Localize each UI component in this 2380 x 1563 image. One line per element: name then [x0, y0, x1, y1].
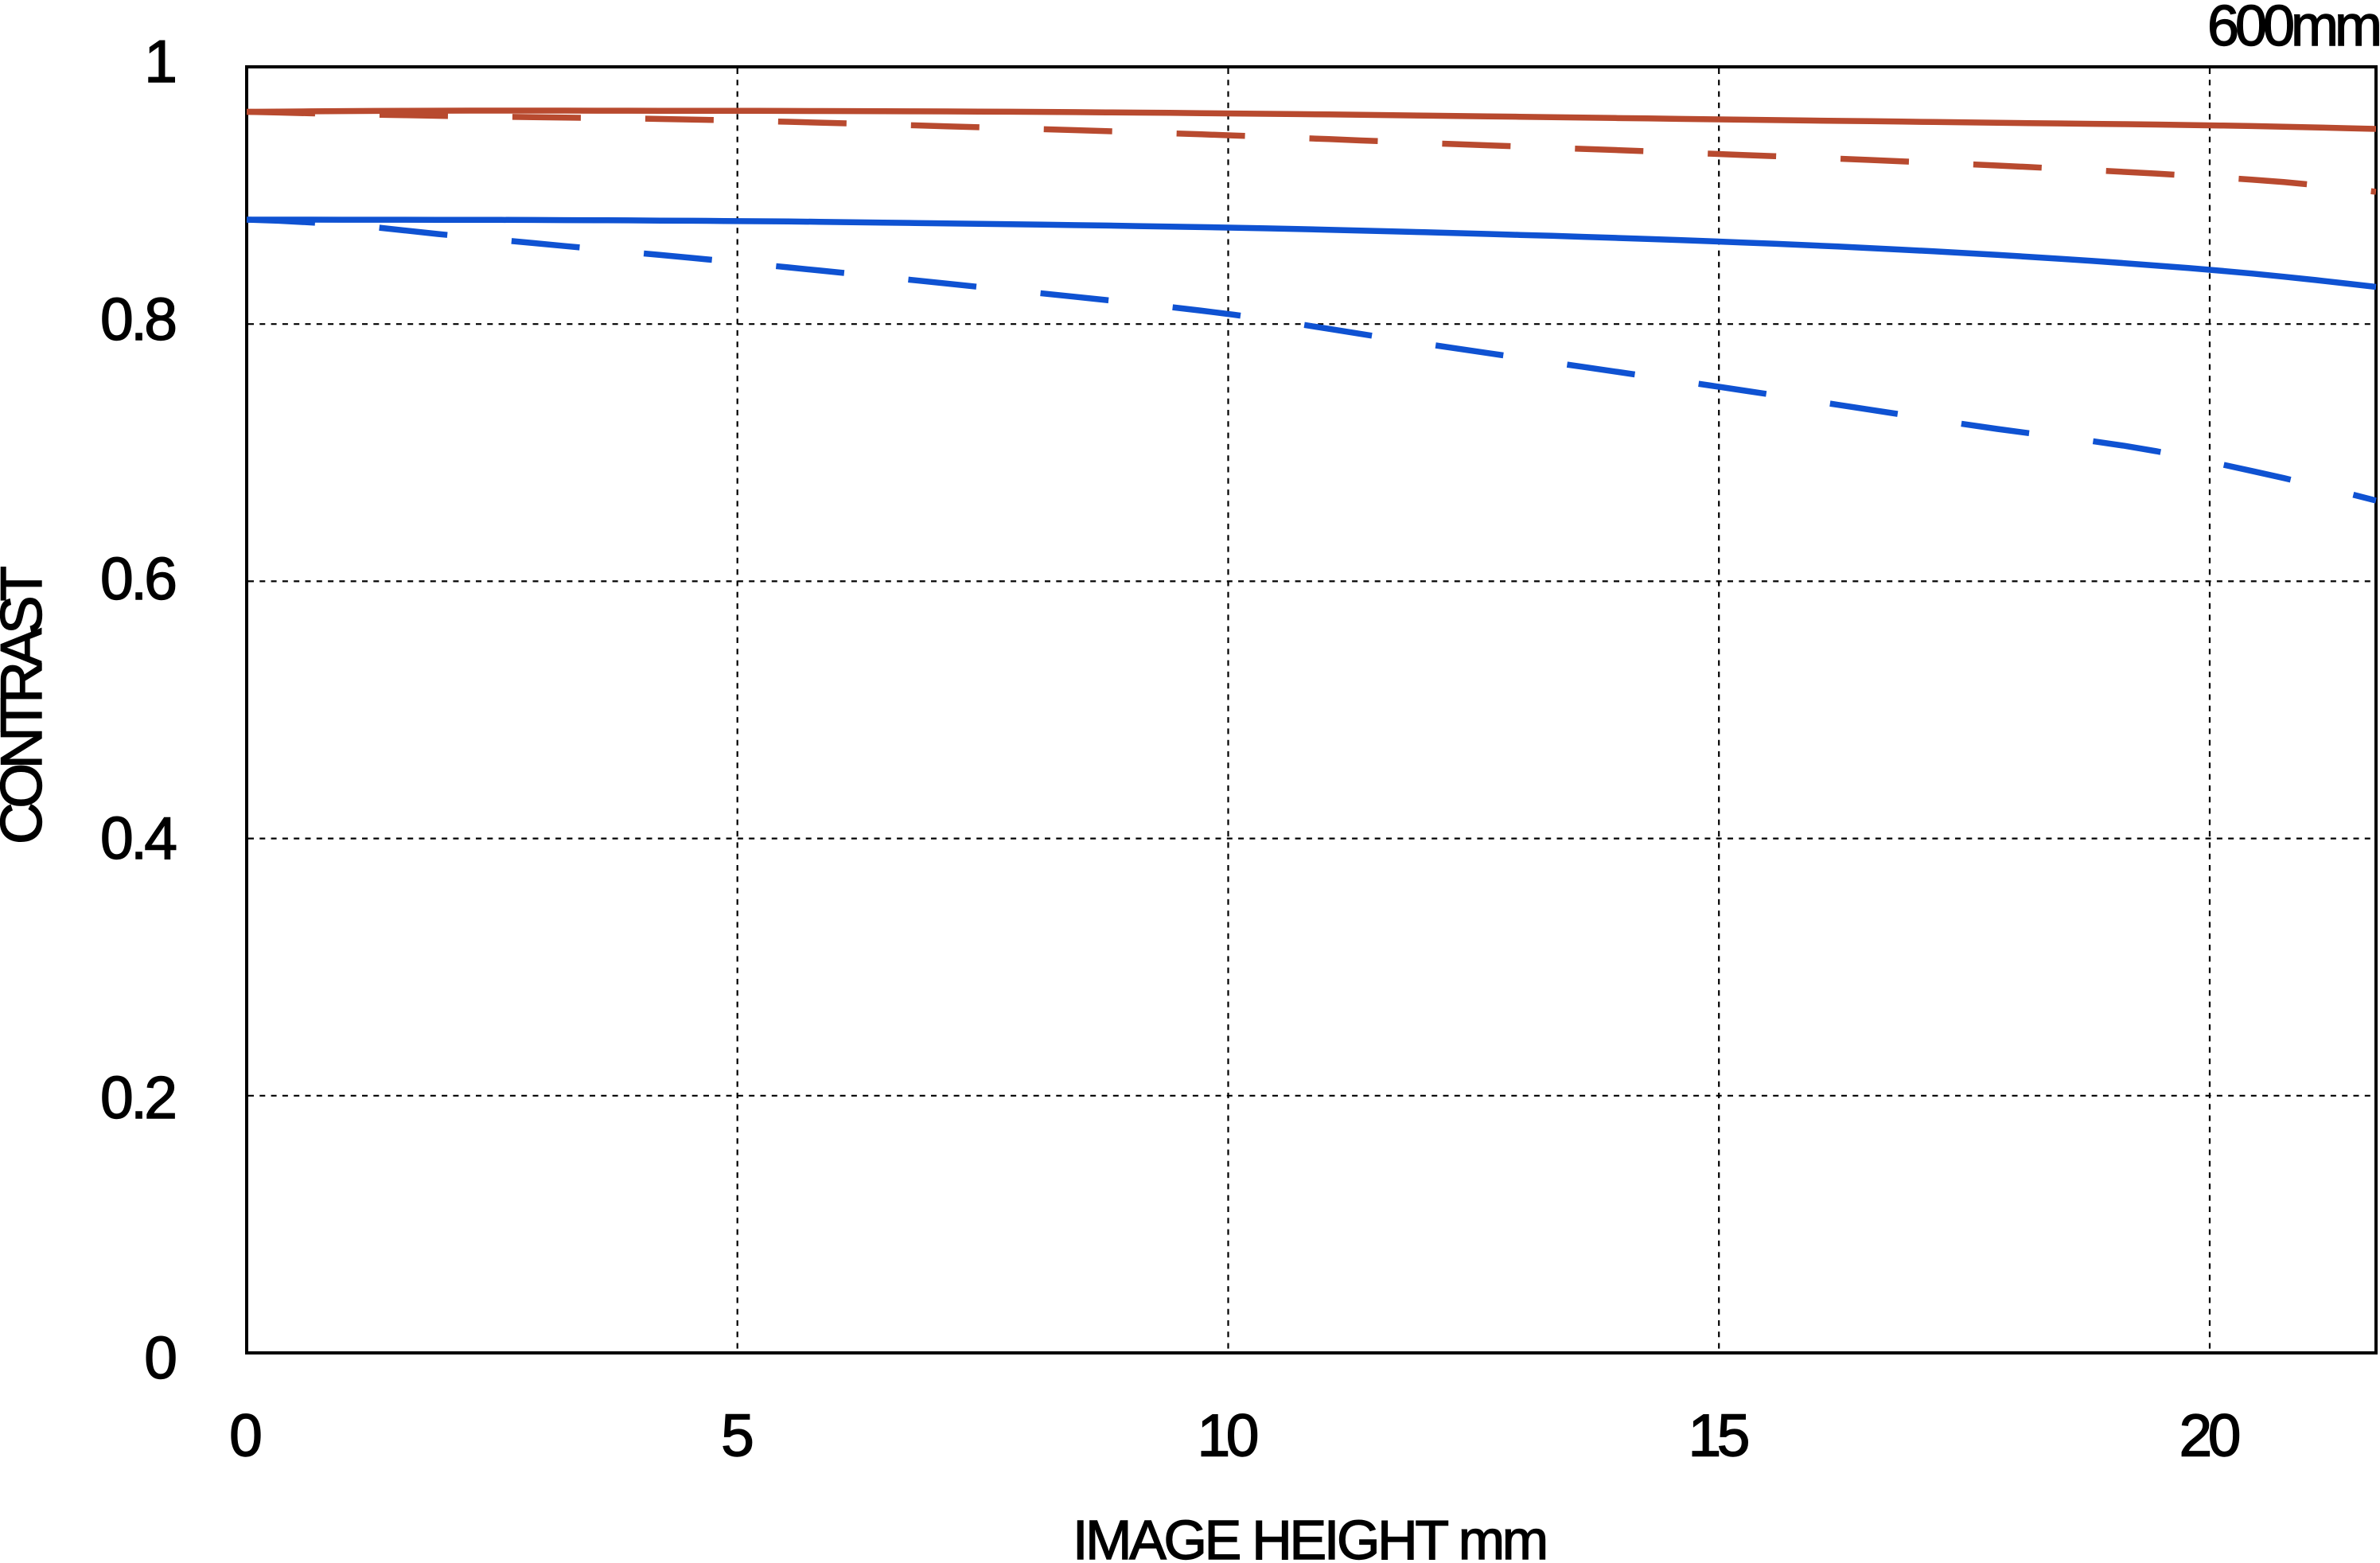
svg-text:0.4: 0.4 [100, 805, 177, 871]
svg-text:15: 15 [1689, 1402, 1751, 1469]
svg-text:IMAGE HEIGHT mm: IMAGE HEIGHT mm [1073, 1509, 1548, 1563]
svg-text:1: 1 [144, 28, 177, 95]
svg-text:0.6: 0.6 [100, 545, 177, 612]
svg-text:0: 0 [144, 1324, 177, 1391]
svg-text:600mm: 600mm [2207, 0, 2380, 58]
svg-text:0: 0 [229, 1402, 263, 1469]
svg-text:0.8: 0.8 [100, 286, 177, 353]
svg-text:10: 10 [1198, 1402, 1260, 1469]
svg-text:CONTRAST: CONTRAST [0, 566, 54, 844]
svg-text:20: 20 [2179, 1402, 2242, 1469]
svg-text:0.2: 0.2 [100, 1064, 177, 1131]
svg-text:5: 5 [721, 1402, 754, 1469]
